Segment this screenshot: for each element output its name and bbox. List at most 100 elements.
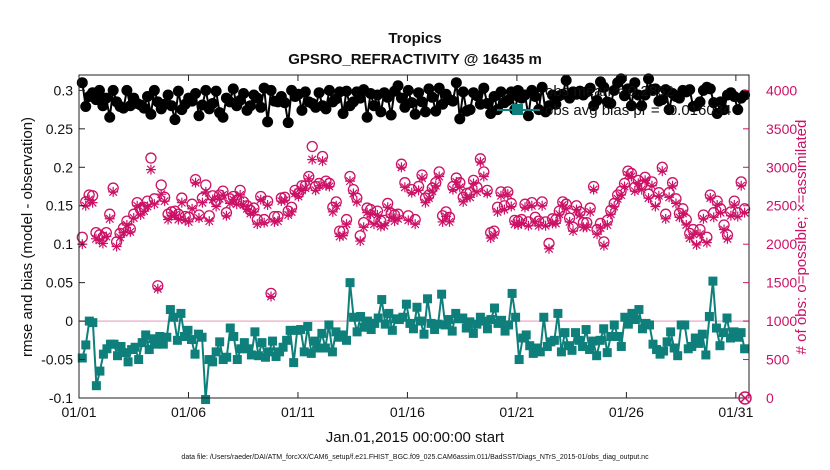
bias-point xyxy=(634,305,644,315)
bias-point xyxy=(687,341,697,351)
rmse-point xyxy=(76,77,88,89)
bias-point xyxy=(465,317,475,327)
bias-point xyxy=(123,357,133,367)
bias-point xyxy=(130,342,140,352)
bias-point xyxy=(359,322,369,332)
rmse-point xyxy=(430,105,442,117)
rmse-point xyxy=(255,101,267,113)
chart-subtitle: GPSRO_REFRACTIVITY @ 16435 m xyxy=(288,51,542,68)
asterisk-stroke xyxy=(469,179,478,188)
obs-assimilated-point xyxy=(187,203,198,214)
obs-assimilated-point xyxy=(444,216,455,227)
bias-point xyxy=(282,335,292,345)
asterisk-stroke xyxy=(417,173,427,183)
rmse-point xyxy=(550,98,562,110)
asterisk-stroke xyxy=(544,244,554,253)
legend-bias-label: obs avg bias pr = -0.016034 xyxy=(545,102,731,119)
obs-assimilated-point xyxy=(712,199,723,210)
bias-point xyxy=(289,358,299,368)
bias-point xyxy=(141,330,151,340)
y-axis-label-right: # of obs: o=possible; ×=assimilated xyxy=(793,120,810,355)
rmse-point xyxy=(413,87,425,99)
bias-point xyxy=(211,347,221,357)
bias-point xyxy=(704,311,714,321)
bias-point xyxy=(102,344,112,354)
obs-assimilated-point xyxy=(454,182,465,193)
asterisk-stroke xyxy=(435,172,444,181)
obs-assimilated-point xyxy=(338,230,349,241)
asterisk-stroke xyxy=(510,220,519,229)
bias-point xyxy=(489,303,499,313)
y-tick-label-right: 1000 xyxy=(766,313,797,329)
legend-rmse-label: obs mean = 0.2862 xyxy=(545,83,674,100)
obs-assimilated-point xyxy=(269,216,280,227)
bias-point xyxy=(715,341,725,351)
obs-assimilated-point xyxy=(458,196,469,207)
bias-point xyxy=(366,325,376,335)
rmse-point xyxy=(279,97,291,109)
bias-point xyxy=(250,327,260,337)
rmse-point xyxy=(148,84,160,96)
asterisk-stroke xyxy=(651,202,660,211)
bias-point xyxy=(303,321,313,331)
bias-point xyxy=(458,313,468,323)
bias-point xyxy=(486,315,496,325)
bias-point xyxy=(652,345,662,355)
obs-assimilated-point xyxy=(519,202,530,213)
asterisk-stroke xyxy=(517,219,526,228)
asterisk-stroke xyxy=(668,181,677,190)
asterisk-stroke xyxy=(455,183,464,192)
bias-point xyxy=(666,327,676,337)
obs-assimilated-point xyxy=(571,204,582,215)
asterisk-stroke xyxy=(592,230,602,239)
bias-point xyxy=(479,316,489,326)
y-tick-label-right: 0 xyxy=(766,390,774,406)
bias-point xyxy=(91,381,101,391)
bias-point xyxy=(461,323,471,333)
asterisk-stroke xyxy=(115,233,125,242)
rmse-point xyxy=(450,77,462,89)
bias-point xyxy=(595,335,605,345)
bias-point xyxy=(345,278,355,288)
rmse-point xyxy=(169,114,181,126)
obs-assimilated-point xyxy=(705,193,716,204)
rmse-point xyxy=(299,86,311,98)
bias-point xyxy=(620,312,630,322)
asterisk-stroke xyxy=(366,210,375,219)
obs-assimilated-point xyxy=(358,222,369,233)
bias-point xyxy=(602,348,612,358)
obs-assimilated-point xyxy=(300,183,311,194)
obs-assimilated-point xyxy=(211,201,222,212)
rmse-point xyxy=(454,113,466,125)
asterisk-stroke xyxy=(524,221,533,230)
y-axis-label-left: rmse and bias (model - observation) xyxy=(19,117,36,357)
y-tick-label-right: 2500 xyxy=(766,198,797,214)
bias-point xyxy=(560,328,570,338)
bias-point xyxy=(623,319,633,329)
bias-point xyxy=(384,308,394,318)
bias-point xyxy=(507,288,517,298)
asterisk-stroke xyxy=(616,190,626,200)
asterisk-stroke xyxy=(280,196,289,205)
asterisk-stroke xyxy=(157,190,166,199)
asterisk-stroke xyxy=(438,217,447,227)
asterisk-stroke xyxy=(91,234,101,243)
bias-point xyxy=(310,336,320,346)
rmse-point xyxy=(341,85,353,97)
bias-point xyxy=(433,319,443,329)
asterisk-stroke xyxy=(383,203,392,212)
rmse-point xyxy=(251,92,263,104)
bias-point xyxy=(673,351,683,361)
y-tick-label-right: 3000 xyxy=(766,159,797,175)
asterisk-stroke xyxy=(709,213,718,222)
bias-point xyxy=(208,357,218,367)
asterisk-stroke xyxy=(630,186,639,196)
asterisk-stroke xyxy=(483,189,492,198)
obs-assimilated-point xyxy=(506,201,517,212)
asterisk-stroke xyxy=(174,215,183,224)
obs-assimilated-point xyxy=(307,154,318,165)
rmse-point xyxy=(354,92,366,104)
asterisk-stroke xyxy=(194,213,204,223)
rmse-point xyxy=(262,116,274,128)
